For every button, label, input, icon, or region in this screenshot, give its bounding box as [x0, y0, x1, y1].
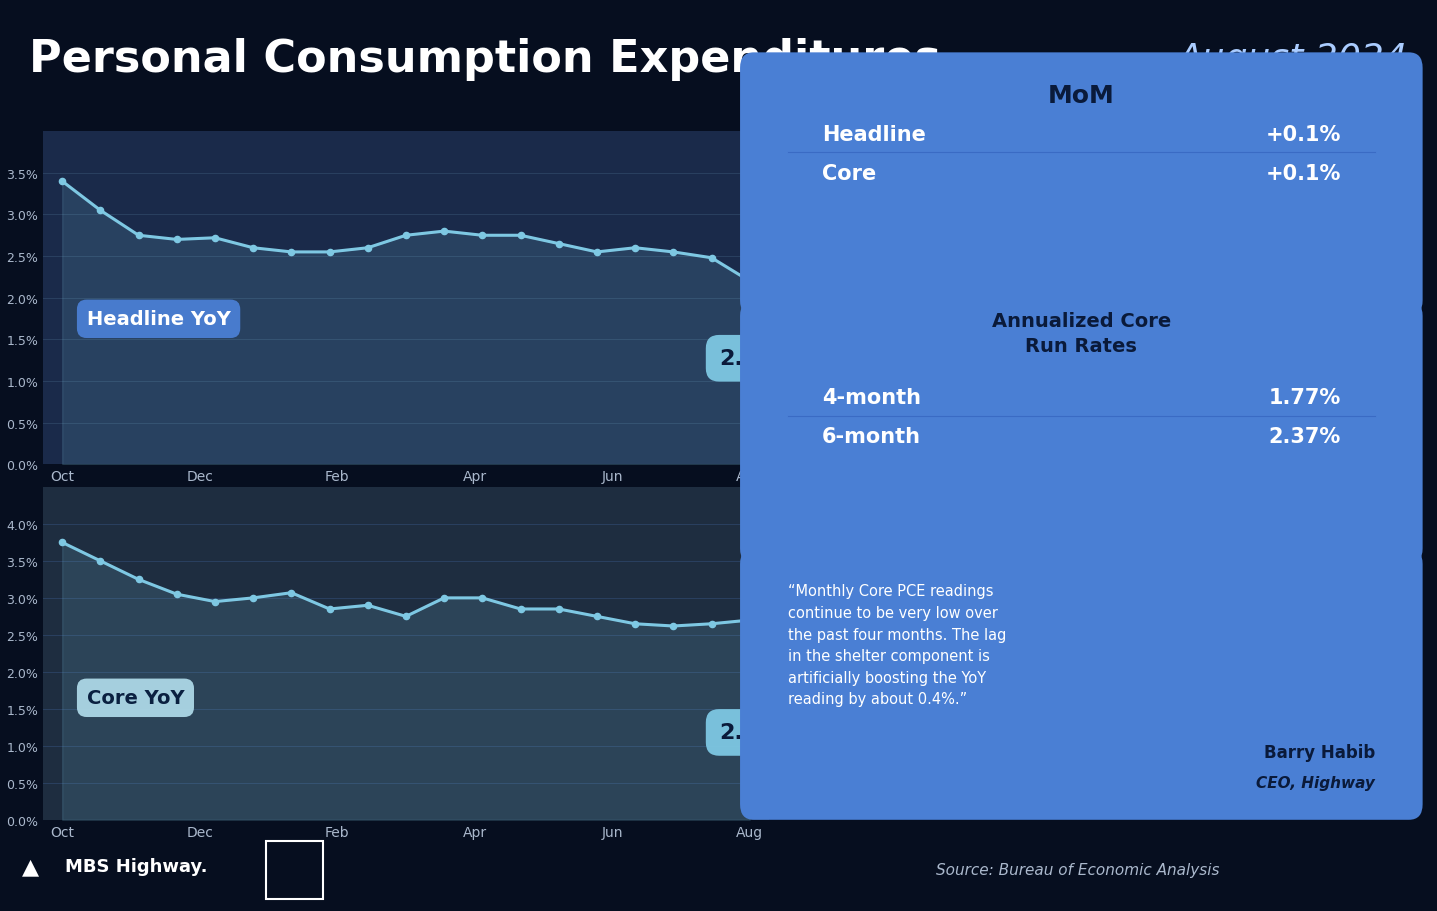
- Point: [433, 591, 456, 606]
- Text: +0.1%: +0.1%: [1266, 125, 1341, 145]
- Point: [509, 602, 532, 617]
- Point: [662, 619, 685, 633]
- Point: [585, 609, 608, 624]
- Text: Personal Consumption Expenditures: Personal Consumption Expenditures: [29, 37, 941, 81]
- Point: [547, 602, 570, 617]
- Text: MBS Highway.: MBS Highway.: [65, 857, 207, 875]
- Point: [662, 245, 685, 260]
- Text: 4-month: 4-month: [822, 388, 921, 408]
- Point: [126, 229, 149, 243]
- Text: MoM: MoM: [1048, 84, 1115, 107]
- Text: “Monthly Core PCE readings
continue to be very low over
the past four months. Th: “Monthly Core PCE readings continue to b…: [787, 584, 1006, 707]
- FancyBboxPatch shape: [740, 548, 1423, 820]
- Point: [624, 617, 647, 631]
- Text: Source: Bureau of Economic Analysis: Source: Bureau of Economic Analysis: [935, 863, 1220, 877]
- Point: [356, 241, 379, 256]
- Point: [509, 229, 532, 243]
- Text: 2.37%: 2.37%: [1269, 426, 1341, 446]
- Point: [700, 251, 723, 266]
- Point: [280, 586, 303, 600]
- Text: 2.7%: 2.7%: [718, 623, 780, 742]
- Text: 6-month: 6-month: [822, 426, 921, 446]
- Text: Headline: Headline: [822, 125, 925, 145]
- Point: [318, 245, 341, 260]
- Point: [318, 602, 341, 617]
- Text: Headline YoY: Headline YoY: [86, 310, 230, 329]
- Point: [739, 274, 762, 289]
- Point: [356, 599, 379, 613]
- Point: [89, 554, 112, 568]
- Point: [126, 572, 149, 587]
- Point: [547, 237, 570, 251]
- Point: [50, 175, 73, 189]
- FancyBboxPatch shape: [740, 302, 1423, 565]
- Point: [241, 591, 264, 606]
- Point: [585, 245, 608, 260]
- Text: Annualized Core
Run Rates: Annualized Core Run Rates: [992, 312, 1171, 355]
- Point: [624, 241, 647, 256]
- Point: [433, 225, 456, 240]
- Point: [204, 231, 227, 246]
- Point: [394, 229, 418, 243]
- Text: August 2024: August 2024: [1178, 42, 1408, 77]
- Point: [471, 229, 494, 243]
- Point: [89, 204, 112, 219]
- Text: 2.2%: 2.2%: [718, 284, 780, 369]
- Point: [165, 233, 188, 248]
- Point: [204, 595, 227, 609]
- Point: [394, 609, 418, 624]
- Text: Barry Habib: Barry Habib: [1263, 742, 1375, 761]
- Point: [280, 245, 303, 260]
- Text: 1.77%: 1.77%: [1269, 388, 1341, 408]
- Point: [739, 613, 762, 628]
- Point: [50, 536, 73, 550]
- Point: [471, 591, 494, 606]
- Text: Core: Core: [822, 163, 877, 183]
- Point: [241, 241, 264, 256]
- Text: Core YoY: Core YoY: [86, 689, 184, 708]
- Text: CEO, Highway: CEO, Highway: [1256, 775, 1375, 790]
- Point: [165, 588, 188, 602]
- Text: +0.1%: +0.1%: [1266, 163, 1341, 183]
- Point: [700, 617, 723, 631]
- FancyBboxPatch shape: [740, 53, 1423, 317]
- Text: ▲: ▲: [22, 856, 39, 875]
